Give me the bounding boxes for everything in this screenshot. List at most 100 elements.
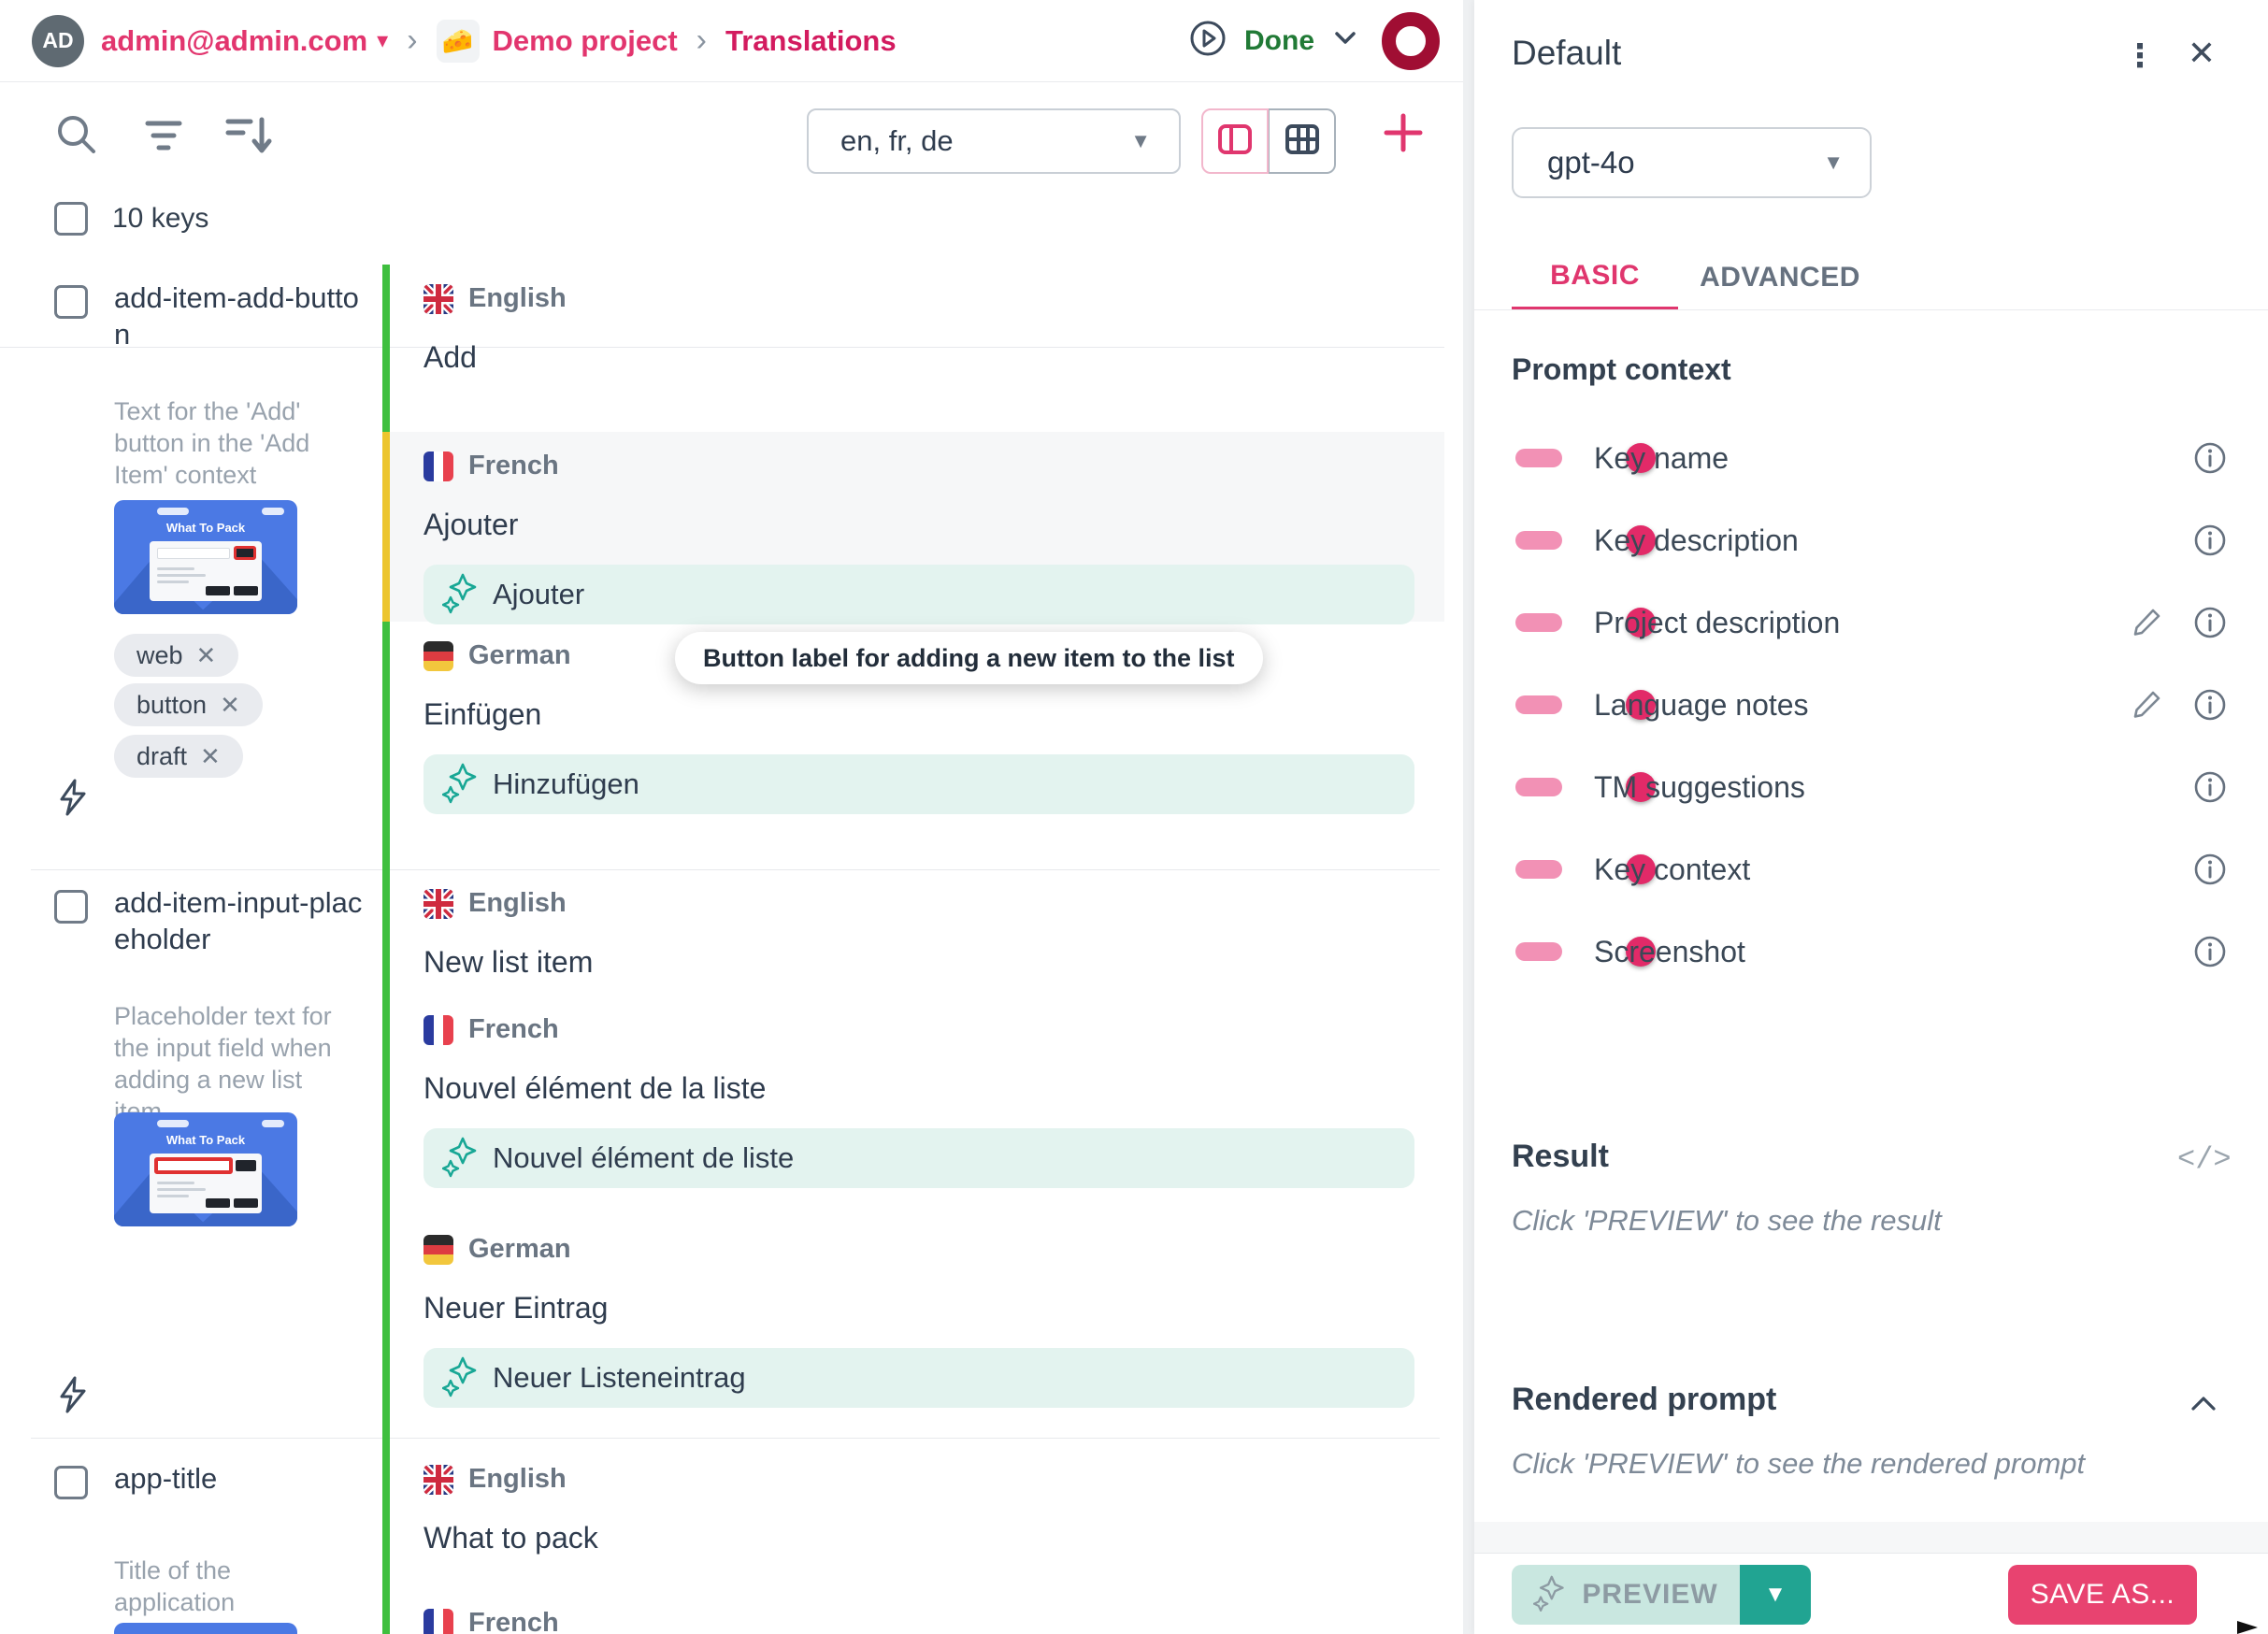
breadcrumb-user[interactable]: admin@admin.com ▾ [101, 24, 388, 58]
toggle-screenshot[interactable] [1512, 933, 1656, 970]
tab-basic[interactable]: BASIC [1512, 245, 1678, 310]
machine-translation-bolt-icon[interactable] [54, 1374, 92, 1420]
key-name[interactable]: add-item-input-placeholder [114, 886, 363, 955]
plus-icon [1381, 110, 1426, 160]
flag-french-icon [423, 451, 453, 481]
mt-suggestion[interactable]: Ajouter [423, 565, 1414, 624]
language-name: French [468, 1608, 559, 1634]
side-by-side-view-button[interactable] [1201, 108, 1269, 174]
state-stripe-translated [382, 622, 390, 869]
add-key-button[interactable] [1379, 110, 1428, 159]
chevron-down-icon[interactable] [1331, 28, 1359, 53]
code-view-icon[interactable]: </> [2177, 1142, 2232, 1177]
tag-web[interactable]: web ✕ [114, 634, 239, 677]
kebab-menu-icon[interactable]: ⋮ [2124, 38, 2156, 74]
mt-suggestion-text: Neuer Listeneintrag [493, 1361, 746, 1394]
remove-tag-icon[interactable]: ✕ [200, 741, 221, 770]
close-icon[interactable]: ✕ [2187, 34, 2217, 72]
state-stripe-translated [382, 265, 390, 432]
language-name: French [468, 451, 559, 480]
mt-suggestion[interactable]: Hinzufügen [423, 754, 1414, 814]
ai-prompt-panel: Default ⋮ ✕ gpt-4o ▼ BASIC ADVANCED Prom… [1474, 0, 2268, 1634]
machine-translation-bolt-icon[interactable] [54, 777, 92, 823]
search-icon[interactable] [52, 110, 101, 164]
caret-down-icon: ▾ [377, 28, 389, 53]
sort-icon[interactable] [224, 116, 277, 162]
translation-cell-english[interactable]: English What to pack [390, 1445, 1444, 1589]
thumb-card [150, 1154, 262, 1213]
screenshot-thumbnail[interactable] [114, 1623, 297, 1634]
info-icon[interactable] [2192, 687, 2228, 727]
translation-cell-english[interactable]: English New list item [390, 869, 1444, 996]
thumb-chip [157, 508, 189, 515]
toggle-track [1515, 860, 1562, 879]
model-select[interactable]: gpt-4o ▼ [1512, 127, 1872, 198]
table-view-button[interactable] [1269, 108, 1336, 174]
info-icon[interactable] [2192, 852, 2228, 892]
flag-french-icon [423, 1014, 453, 1045]
save-as-button[interactable]: SAVE AS... [2008, 1565, 2197, 1625]
languages-select[interactable]: en, fr, de ▼ [807, 108, 1181, 174]
remove-tag-icon[interactable]: ✕ [195, 640, 217, 669]
select-all-checkbox[interactable] [54, 202, 88, 236]
info-icon[interactable] [2192, 769, 2228, 810]
tab-advanced[interactable]: ADVANCED [1700, 262, 1860, 293]
key-description: Placeholder text for the input field whe… [114, 1002, 332, 1125]
ctx-row-screenshot: Screenshot [1474, 919, 2268, 984]
preview-button[interactable]: PREVIEW [1512, 1565, 1740, 1625]
breadcrumb-project[interactable]: Demo project [492, 23, 678, 57]
translation-cell-german[interactable]: German Neuer Eintrag Neuer Listeneintrag [390, 1215, 1444, 1438]
ctx-label: Key context [1594, 853, 1751, 886]
info-icon[interactable] [2192, 605, 2228, 645]
chevron-up-icon[interactable] [2183, 1383, 2224, 1425]
key-checkbox[interactable] [54, 1466, 88, 1499]
prompt-context-heading: Prompt context [1512, 352, 1731, 386]
tag-label: draft [136, 741, 188, 770]
info-icon[interactable] [2192, 440, 2228, 480]
thumb-line [157, 574, 206, 577]
select-caret-icon: ▼ [1764, 1582, 1787, 1607]
toggle-tm-suggestions[interactable] [1512, 768, 1656, 806]
edit-pencil-icon[interactable] [2129, 687, 2164, 727]
translation-text: New list item [423, 945, 594, 979]
preview-button-label: PREVIEW [1582, 1579, 1718, 1610]
info-icon[interactable] [2192, 523, 2228, 563]
mt-suggestion[interactable]: Neuer Listeneintrag [423, 1348, 1414, 1408]
play-circle-icon[interactable] [1188, 19, 1227, 63]
toggle-key-context[interactable] [1512, 851, 1656, 888]
edit-pencil-icon[interactable] [2129, 605, 2164, 645]
thumb-app-title: What To Pack [165, 521, 246, 535]
key-name[interactable]: app-title [114, 1462, 218, 1495]
mt-suggestion[interactable]: Nouvel élément de liste [423, 1128, 1414, 1188]
key-name[interactable]: add-item-add-button [114, 281, 359, 351]
translation-cell-french[interactable]: French Nouvel élément de la liste Nouvel… [390, 996, 1444, 1215]
toggle-key-description[interactable] [1512, 522, 1656, 559]
screenshot-thumbnail[interactable]: What To Pack [114, 500, 297, 614]
toggle-project-description[interactable] [1512, 604, 1656, 641]
flag-english-icon [423, 283, 453, 314]
translation-cell-french[interactable]: French Ajouter Ajouter [390, 432, 1444, 624]
divider [1474, 309, 2268, 310]
key-checkbox[interactable] [54, 285, 88, 319]
translation-cell-german[interactable]: German Einfügen Hinzufügen [390, 622, 1444, 869]
key-checkbox[interactable] [54, 890, 88, 924]
panel-scroll-edge [1474, 1522, 2268, 1553]
filter-icon[interactable] [140, 118, 187, 160]
language-name: French [468, 1014, 559, 1044]
translation-cell-french[interactable]: French [390, 1589, 1444, 1634]
info-icon[interactable] [2192, 934, 2228, 974]
preview-dropdown-button[interactable]: ▼ [1740, 1565, 1811, 1625]
translation-cell-english[interactable]: English Add [390, 265, 1444, 432]
thumb-line [157, 567, 194, 570]
remove-tag-icon[interactable]: ✕ [220, 690, 240, 719]
sparkle-icon [441, 761, 480, 809]
toggle-language-notes[interactable] [1512, 686, 1656, 724]
result-heading: Result [1512, 1139, 1609, 1174]
user-avatar[interactable]: AD [32, 14, 84, 67]
tag-button[interactable]: button ✕ [114, 683, 263, 726]
panel-tabs: BASIC ADVANCED [1512, 245, 1882, 310]
screenshot-thumbnail[interactable]: What To Pack [114, 1112, 297, 1226]
toggle-key-name[interactable] [1512, 439, 1656, 477]
task-progress-ring[interactable] [1382, 11, 1440, 70]
tag-draft[interactable]: draft ✕ [114, 735, 243, 778]
